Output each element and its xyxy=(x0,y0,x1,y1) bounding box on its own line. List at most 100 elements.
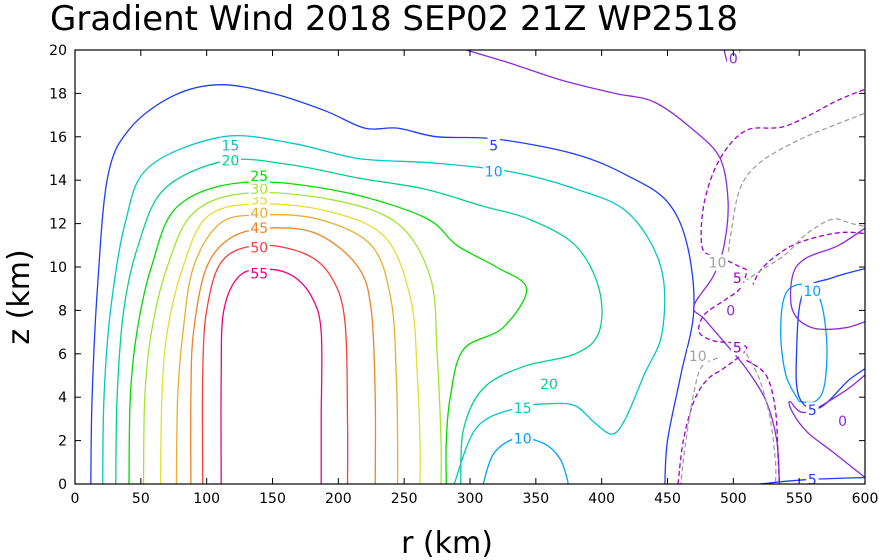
contour-label: 55 xyxy=(250,267,268,283)
x-tick-label: 400 xyxy=(588,491,615,507)
contour-label: 0 xyxy=(726,303,735,319)
contour-line-neg5 xyxy=(677,88,865,484)
contour-label-bg xyxy=(801,282,823,299)
y-tick-label: 14 xyxy=(49,173,67,189)
contour-label-bg xyxy=(731,339,744,356)
x-tick-label: 350 xyxy=(522,491,549,507)
x-axis-label: r (km) xyxy=(401,526,493,560)
contour-line-5 xyxy=(90,84,695,484)
contour-line-20 xyxy=(115,158,603,484)
contour-line-10 xyxy=(482,437,569,484)
contour-line-neg10 xyxy=(680,357,718,484)
y-tick-label: 16 xyxy=(49,130,67,146)
x-tick-label: 550 xyxy=(786,491,813,507)
contour-label-bg xyxy=(724,302,737,319)
contour-line-0 xyxy=(789,227,865,331)
y-tick-label: 6 xyxy=(58,347,67,363)
chart-title: Gradient Wind 2018 SEP02 21Z WP2518 xyxy=(50,0,738,39)
contour-line-25 xyxy=(128,181,528,484)
contour-label-bg xyxy=(248,219,270,236)
contour-label-bg xyxy=(219,152,241,169)
contour-label-bg xyxy=(248,167,270,184)
x-tick-label: 0 xyxy=(71,491,80,507)
y-axis: 0 2 4 6 8 10 12 14 16 18 20 xyxy=(49,43,865,493)
contour-label-bg xyxy=(806,402,819,419)
contour-label-bg xyxy=(248,204,270,221)
x-tick-label: 50 xyxy=(132,491,150,507)
x-tick-label: 100 xyxy=(193,491,220,507)
contour-label-bg xyxy=(512,430,534,447)
contour-line-50 xyxy=(201,244,349,484)
contour-label-bg xyxy=(727,50,740,67)
contour-line-neg10 xyxy=(713,112,865,268)
contour-label: 0 xyxy=(838,414,847,430)
y-tick-label: 18 xyxy=(49,86,67,102)
contour-label-bg xyxy=(219,137,241,154)
contour-line-35 xyxy=(159,203,421,484)
contour-label: 0 xyxy=(729,52,738,68)
contour-label-bg xyxy=(512,400,534,417)
contour-label: 15 xyxy=(514,401,532,417)
y-tick-label: 12 xyxy=(49,217,67,233)
contour-label: 10 xyxy=(485,165,503,181)
contour-line-30 xyxy=(142,191,442,484)
contour-line-neg5 xyxy=(752,231,865,285)
x-tick-label: 200 xyxy=(325,491,352,507)
contour-label: 50 xyxy=(250,241,268,257)
contour-lines xyxy=(90,50,865,484)
contour-label-bg xyxy=(483,163,505,180)
y-tick-label: 0 xyxy=(58,477,67,493)
x-tick-label: 600 xyxy=(852,491,879,507)
contour-line-0 xyxy=(465,50,781,484)
x-tick-label: 500 xyxy=(720,491,747,507)
contour-label-bg xyxy=(487,137,500,154)
contour-label: 10 xyxy=(709,256,727,272)
contour-line-0 xyxy=(788,373,865,479)
y-tick-label: 20 xyxy=(49,43,67,59)
x-tick-label: 250 xyxy=(391,491,418,507)
contour-label: 20 xyxy=(221,154,239,170)
contour-label: 15 xyxy=(221,139,239,155)
contour-label-bg xyxy=(248,239,270,256)
y-tick-label: 10 xyxy=(49,260,67,276)
contour-label: 5 xyxy=(808,403,817,419)
contour-label-bg xyxy=(687,348,709,364)
contour-label: 5 xyxy=(808,473,817,489)
contour-label-bg xyxy=(248,180,270,197)
contour-line-5 xyxy=(795,267,865,410)
contour-label: 40 xyxy=(250,206,268,222)
contour-label: 30 xyxy=(250,182,268,198)
contour-label: 10 xyxy=(803,284,821,300)
contour-line-40 xyxy=(175,213,399,484)
contour-label-bg xyxy=(248,265,270,282)
contour-label: 10 xyxy=(689,349,707,365)
contour-label-bg xyxy=(707,254,728,271)
contour-label-bg xyxy=(836,413,849,430)
contour-label: 45 xyxy=(250,221,268,237)
x-axis: 0 50 100 150 200 250 300 350 400 450 500 550 600 xyxy=(71,50,879,507)
contour-line-neg5 xyxy=(746,359,781,484)
contour-label-bg xyxy=(731,269,744,286)
contour-line-neg10 xyxy=(745,353,777,484)
contour-label: 5 xyxy=(733,271,742,287)
contour-line-neg10 xyxy=(746,218,865,281)
x-tick-label: 450 xyxy=(654,491,681,507)
contour-line-55 xyxy=(220,268,323,484)
y-axis-label: z (km) xyxy=(2,249,37,344)
contour-label: 5 xyxy=(733,340,742,356)
y-tick-label: 2 xyxy=(58,434,67,450)
contour-line-15 xyxy=(102,134,666,484)
x-tick-label: 300 xyxy=(457,491,484,507)
contour-line-10 xyxy=(780,283,828,404)
contour-label: 25 xyxy=(250,169,268,185)
contour-label-bg xyxy=(538,376,560,393)
contour-line-45 xyxy=(190,227,377,484)
x-tick-label: 150 xyxy=(259,491,286,507)
y-tick-label: 4 xyxy=(58,390,67,406)
contour-label: 20 xyxy=(540,377,558,393)
contour-label: 10 xyxy=(514,431,532,447)
y-tick-label: 8 xyxy=(58,303,67,319)
contour-label: 5 xyxy=(489,139,498,155)
